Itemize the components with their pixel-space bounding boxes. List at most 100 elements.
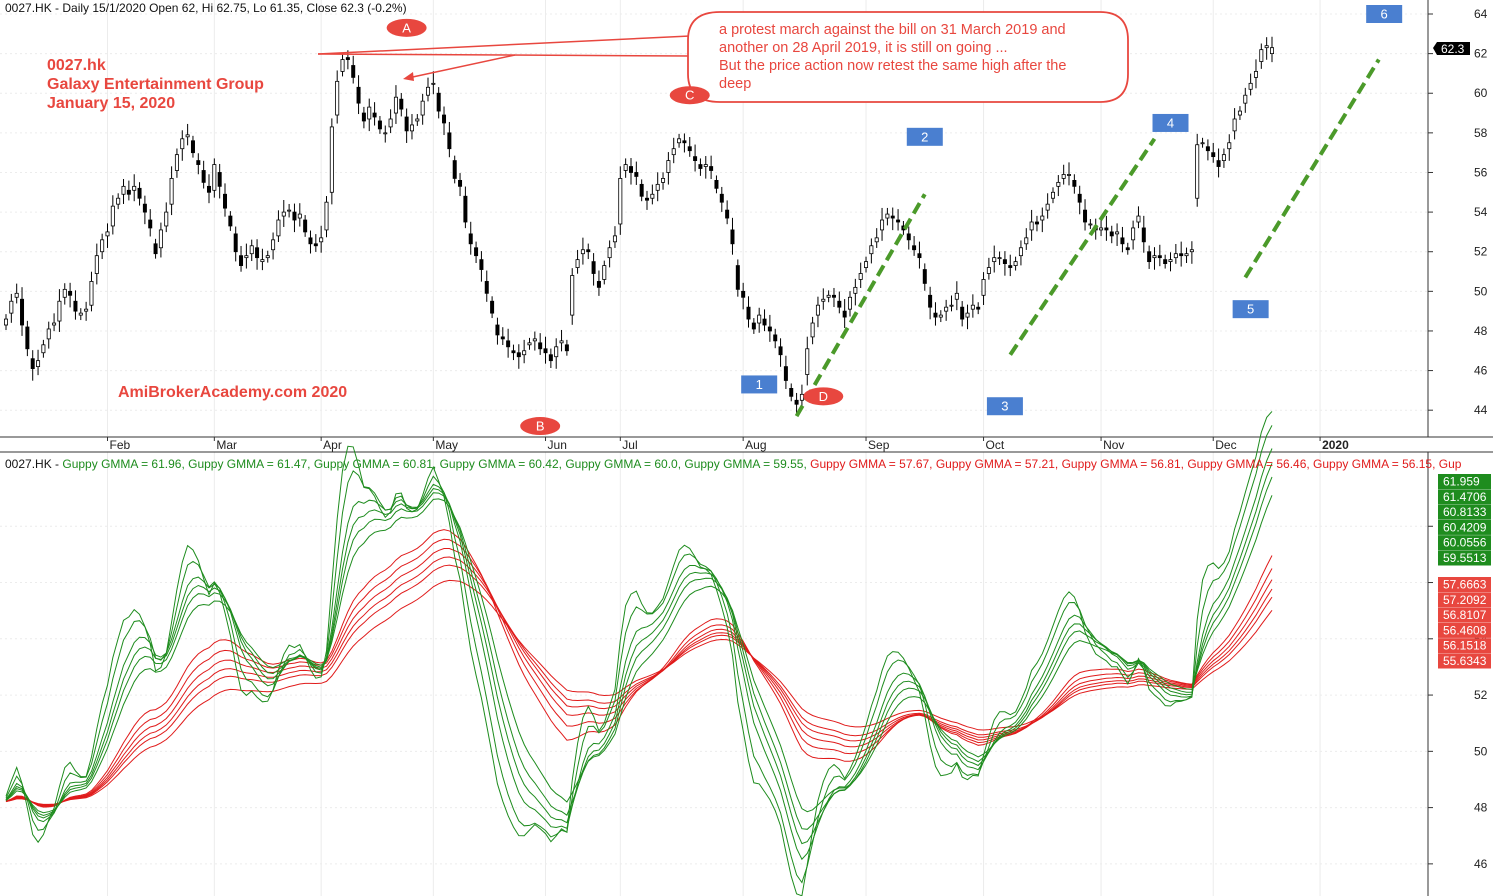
candle-down <box>1179 253 1184 257</box>
note-line-4: deep <box>719 76 751 92</box>
candle-down <box>543 348 548 354</box>
candle-up <box>1189 249 1194 253</box>
candle-up <box>1168 259 1173 263</box>
price-y-tick-label: 50 <box>1474 284 1488 298</box>
gmma-long-ema-60 <box>5 579 1273 805</box>
candle-up <box>244 255 249 259</box>
gmma-short-value-tag: 61.4706 <box>1443 490 1487 504</box>
candle-down <box>596 281 601 288</box>
gmma-short-ema-3 <box>5 411 1273 896</box>
candle-down <box>495 324 500 336</box>
candle-down <box>148 219 153 229</box>
gmma-long-value-tag-bg <box>1438 638 1491 654</box>
candle-down <box>725 209 730 219</box>
gmma-long-ema-30 <box>5 529 1273 808</box>
wave-label-2: 2 <box>906 127 943 146</box>
candle-down <box>1008 265 1013 268</box>
gmma-long-value-tag-bg <box>1438 592 1491 608</box>
wave-label-c: C <box>669 86 710 105</box>
gmma-long-value-tag: 55.6343 <box>1443 654 1487 668</box>
candle-down <box>693 156 698 161</box>
x-tick-label: Mar <box>216 438 237 452</box>
candle-up <box>94 255 99 274</box>
candle-down <box>153 243 158 255</box>
gmma-long-value-tag-bg <box>1438 653 1491 669</box>
candle-up <box>100 239 105 253</box>
candle-down <box>896 219 901 223</box>
candle-up <box>116 197 121 205</box>
x-tick-label: May <box>435 438 458 452</box>
candle-up <box>180 138 185 150</box>
wave-label-badge <box>741 375 778 394</box>
wave-label-badge <box>1152 113 1189 132</box>
note-line-1: a protest march against the bill on 31 M… <box>719 22 1066 38</box>
candle-up <box>1221 154 1226 161</box>
candle-up <box>1131 227 1136 241</box>
candle-up <box>14 292 19 298</box>
candle-up <box>623 164 628 171</box>
candle-down <box>933 312 938 318</box>
gmma-long-ema-50 <box>5 564 1273 806</box>
candle-up <box>1173 253 1178 259</box>
candle-down <box>1083 209 1088 223</box>
candle-up <box>249 245 254 255</box>
candle-down <box>372 112 377 118</box>
wave-label-text: 2 <box>921 129 928 144</box>
trend-lines <box>794 58 1381 418</box>
candle-up <box>612 235 617 243</box>
candle-down <box>714 179 719 189</box>
candle-up <box>799 393 804 401</box>
candle-up <box>1024 237 1029 245</box>
candle-down <box>976 306 981 310</box>
candle-down <box>484 281 489 294</box>
gmma-short-value-tag-bg <box>1438 535 1491 551</box>
candle-up <box>4 318 9 326</box>
last-price-tag-shape <box>1433 42 1470 55</box>
candle-up <box>324 201 329 231</box>
x-tick-label: Sep <box>868 438 890 452</box>
callout-bubble <box>687 11 1129 103</box>
candle-up <box>367 106 372 120</box>
candle-up <box>992 257 997 263</box>
x-tick-label: Jul <box>622 438 637 452</box>
candle-down <box>789 387 794 397</box>
gmma-long-value-tag-bg <box>1438 622 1491 638</box>
candle-up <box>1013 261 1018 266</box>
candle-down <box>25 326 30 350</box>
wave-label-badge <box>669 86 710 105</box>
candle-up <box>703 164 708 167</box>
candle-down <box>906 233 911 241</box>
candle-up <box>329 126 334 193</box>
chart-date: January 15, 2020 <box>47 95 175 112</box>
candle-down <box>196 160 201 165</box>
candle-down <box>313 243 318 247</box>
candle-down <box>308 237 313 245</box>
candle-up <box>52 322 57 326</box>
candle-up <box>848 296 853 310</box>
candle-down <box>1216 160 1221 167</box>
wave-label-badge <box>906 127 943 146</box>
candle-down <box>68 290 73 296</box>
wave-label-badge <box>1232 300 1269 319</box>
candle-up <box>527 342 532 346</box>
price-y-axis: 44 46 48 50 52 54 56 58 60 62 64 <box>1428 7 1488 417</box>
candle-down <box>639 183 644 197</box>
candle-down <box>917 253 922 259</box>
candle-up <box>62 288 67 298</box>
candle-up <box>815 304 820 316</box>
candle-down <box>783 366 788 381</box>
candle-down <box>794 399 799 405</box>
candle-down <box>922 269 927 284</box>
gmma-legend-entry: Guppy GMMA = 56.81, <box>1062 457 1188 471</box>
last-price-tag-text: 62.3 <box>1441 42 1465 56</box>
gmma-short-ema-12 <box>5 476 1273 830</box>
gmma-legend-entry: Guppy GMMA = 60.42, <box>440 457 566 471</box>
candle-down <box>292 211 297 221</box>
gmma-short-value-tag: 60.0556 <box>1443 536 1487 550</box>
candle-up <box>986 267 991 274</box>
gmma-short-value-tag-bg <box>1438 550 1491 566</box>
company-ticker: 0027.hk <box>47 57 106 74</box>
candle-down <box>228 215 233 227</box>
